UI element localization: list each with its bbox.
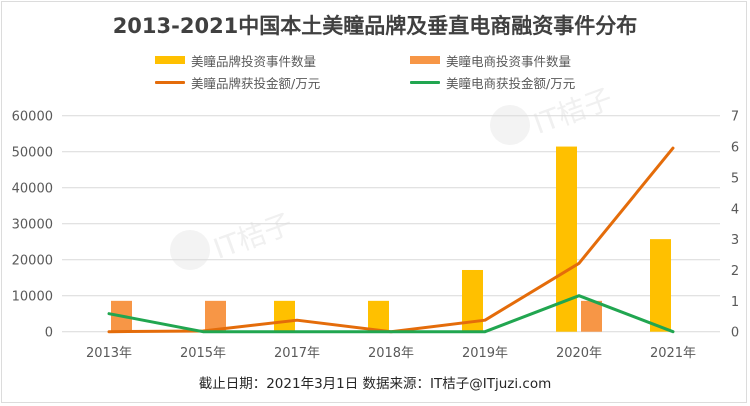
right-axis-tick-label: 4 xyxy=(731,202,739,217)
right-axis-tick-label: 3 xyxy=(731,233,739,248)
watermark: IT桔子 IT桔子 xyxy=(170,82,617,270)
legend-item-brand-amount: 美瞳品牌获投金额/万元 xyxy=(155,74,321,91)
legend-label: 美瞳电商获投金额/万元 xyxy=(446,75,576,91)
legend-swatch-green-line-icon xyxy=(410,80,440,84)
legend-item-ecommerce-amount: 美瞳电商获投金额/万元 xyxy=(410,74,576,91)
left-axis-tick-label: 30000 xyxy=(12,218,53,233)
x-axis: 2013年 2015年 2017年 2018年 2019年 2020年 2021年 xyxy=(86,346,696,361)
bar xyxy=(581,300,602,332)
line-series xyxy=(107,146,675,334)
bar xyxy=(274,300,295,332)
svg-text:IT桔子: IT桔子 xyxy=(209,207,297,266)
bar xyxy=(368,300,389,332)
legend-item-ecommerce-events: 美瞳电商投资事件数量 xyxy=(410,52,572,69)
bar-series xyxy=(111,146,671,332)
bar xyxy=(556,146,577,332)
left-axis-tick-label: 20000 xyxy=(12,254,53,269)
legend-label: 美瞳电商投资事件数量 xyxy=(446,53,572,69)
x-axis-tick-label: 2013年 xyxy=(86,346,132,361)
bar xyxy=(205,300,226,332)
right-axis-tick-label: 0 xyxy=(731,326,739,341)
legend-swatch-orange-line-icon xyxy=(155,80,185,84)
x-axis-tick-label: 2021年 xyxy=(650,346,696,361)
legend-swatch-orange-bar-icon xyxy=(410,56,440,64)
right-y-axis: 0 1 2 3 4 5 6 7 xyxy=(731,110,739,341)
left-axis-tick-label: 40000 xyxy=(12,182,53,197)
line xyxy=(107,294,675,334)
left-y-axis: 0 10000 20000 30000 40000 50000 60000 xyxy=(12,110,53,341)
bar xyxy=(650,239,671,332)
left-axis-tick-label: 0 xyxy=(45,326,53,341)
gridlines xyxy=(62,115,720,333)
right-axis-tick-label: 1 xyxy=(731,295,739,310)
left-axis-tick-label: 60000 xyxy=(12,110,53,125)
x-axis-tick-label: 2020年 xyxy=(556,346,602,361)
right-axis-tick-label: 7 xyxy=(731,110,739,125)
legend-label: 美瞳品牌投资事件数量 xyxy=(191,53,317,69)
legend-label: 美瞳品牌获投金额/万元 xyxy=(191,75,321,91)
x-axis-tick-label: 2018年 xyxy=(368,346,414,361)
left-axis-tick-label: 50000 xyxy=(12,146,53,161)
legend-swatch-yellow-bar-icon xyxy=(155,56,185,64)
x-axis-tick-label: 2015年 xyxy=(180,346,226,361)
right-axis-tick-label: 2 xyxy=(731,264,739,279)
svg-text:IT桔子: IT桔子 xyxy=(529,82,617,141)
chart-title: 2013-2021中国本土美瞳品牌及垂直电商融资事件分布 xyxy=(112,14,638,38)
footer-source-note: 截止日期：2021年3月1日 数据来源：IT桔子@ITjuzi.com xyxy=(198,376,552,392)
right-axis-tick-label: 5 xyxy=(731,171,739,186)
bar xyxy=(462,269,483,332)
legend-item-brand-events: 美瞳品牌投资事件数量 xyxy=(155,52,317,69)
right-axis-tick-label: 6 xyxy=(731,141,739,156)
left-axis-tick-label: 10000 xyxy=(12,290,53,305)
x-axis-tick-label: 2019年 xyxy=(462,346,508,361)
x-axis-tick-label: 2017年 xyxy=(274,346,320,361)
